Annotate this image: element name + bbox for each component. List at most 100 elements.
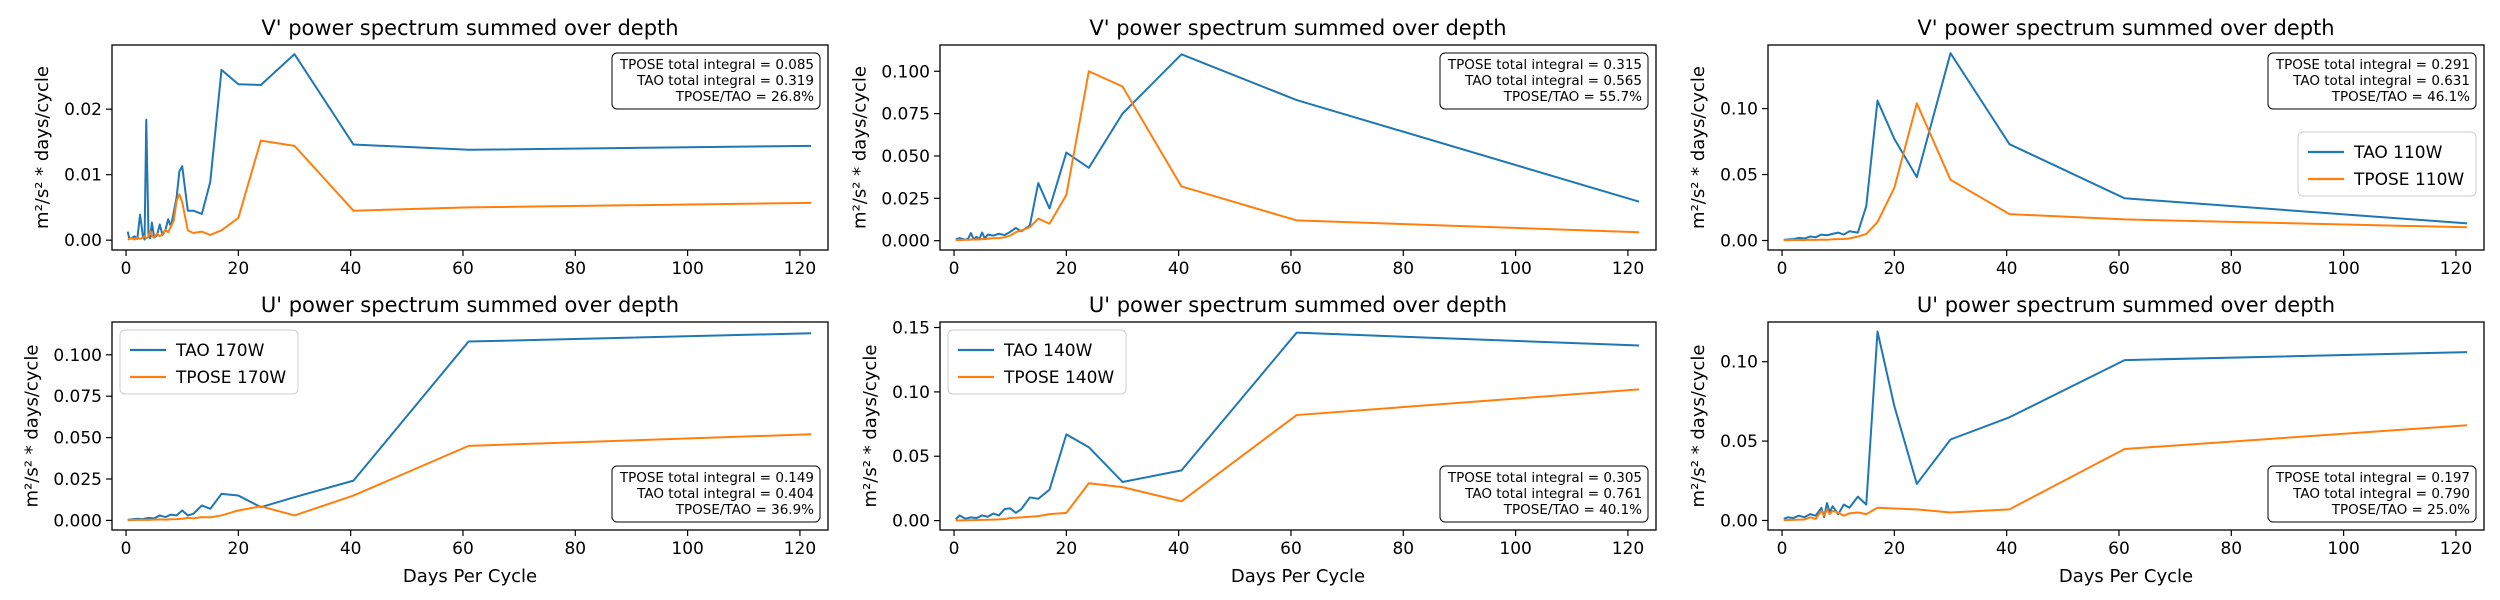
- x-tick-label: 100: [2327, 259, 2359, 279]
- plot-frame: [111, 321, 829, 531]
- series-line-tpose: [127, 433, 812, 522]
- x-tick-label: 80: [2220, 259, 2242, 279]
- chart-panel-5: U' power spectrum summed over depth 0 20 40…: [860, 293, 1657, 587]
- legend: TAO 140W TPOSE 140W: [947, 329, 1127, 395]
- plot-frame: [939, 44, 1657, 251]
- y-axis-label: m²/s² * days/cycle: [1688, 66, 1709, 229]
- x-tick-label: 0: [949, 539, 960, 559]
- y-tick-label: 0.100: [53, 346, 102, 366]
- y-tick-label: 0.050: [881, 147, 930, 167]
- chart-panel-2: V' power spectrum summed over depth 0 20 40…: [850, 16, 1657, 279]
- x-tick-label: 80: [1392, 259, 1414, 279]
- series-line-tpose: [1783, 424, 2468, 522]
- x-tick-label: 60: [452, 259, 474, 279]
- x-tick-label: 60: [452, 539, 474, 559]
- annotation-line: TAO total integral = 0.404: [636, 486, 814, 502]
- x-tick-label: 100: [671, 539, 703, 559]
- x-tick-label: 120: [784, 259, 816, 279]
- series-line-tpose: [955, 70, 1640, 242]
- annotation-line: TPOSE total integral = 0.315: [1447, 57, 1642, 73]
- y-tick-label: 0.025: [53, 470, 102, 490]
- y-tick-label: 0.000: [53, 511, 102, 531]
- x-tick-label: 0: [121, 539, 132, 559]
- chart-title: U' power spectrum summed over depth: [1917, 293, 2335, 317]
- y-tick-label: 0.15: [892, 319, 930, 339]
- x-tick-label: 120: [2440, 539, 2472, 559]
- x-tick-label: 100: [2327, 539, 2359, 559]
- annotation-line: TAO total integral = 0.631: [2292, 73, 2470, 89]
- x-tick-label: 20: [1884, 259, 1906, 279]
- plot-frame: [1767, 321, 2485, 531]
- y-tick-label: 0.075: [881, 105, 930, 125]
- x-tick-label: 0: [1777, 539, 1788, 559]
- y-axis-label: m²/s² * days/cycle: [850, 66, 871, 229]
- annotation-line: TPOSE total integral = 0.305: [1447, 470, 1642, 486]
- annotation-box: [1439, 465, 1649, 523]
- chart-title: V' power spectrum summed over depth: [1089, 16, 1506, 40]
- legend-label: TAO 140W: [1003, 341, 1093, 361]
- x-axis-label: Days Per Cycle: [403, 566, 537, 587]
- y-tick-label: 0.05: [892, 447, 930, 467]
- annotation-line: TPOSE total integral = 0.291: [2275, 57, 2470, 73]
- x-axis-label: Days Per Cycle: [2059, 566, 2193, 587]
- y-tick-label: 0.05: [1720, 166, 1758, 186]
- plot-frame: [111, 44, 829, 251]
- annotation-line: TPOSE/TAO = 40.1%: [1503, 502, 1642, 518]
- annotation-line: TAO total integral = 0.565: [1464, 73, 1642, 89]
- x-tick-label: 20: [1056, 259, 1078, 279]
- legend-label: TPOSE 170W: [175, 368, 286, 388]
- y-axis-label: m²/s² * days/cycle: [1688, 345, 1709, 508]
- annotation-line: TAO total integral = 0.319: [636, 73, 814, 89]
- x-tick-label: 20: [1884, 539, 1906, 559]
- annotation-line: TPOSE total integral = 0.085: [619, 57, 814, 73]
- chart-panel-4: U' power spectrum summed over depth 0 20 40…: [22, 293, 829, 587]
- x-tick-label: 0: [1777, 259, 1788, 279]
- y-tick-label: 0.025: [881, 189, 930, 209]
- x-tick-label: 80: [1392, 539, 1414, 559]
- y-tick-label: 0.10: [892, 383, 930, 403]
- y-axis-label: m²/s² * days/cycle: [860, 345, 881, 508]
- x-tick-label: 80: [564, 259, 586, 279]
- plot-frame: [1767, 44, 2485, 251]
- x-tick-label: 120: [784, 539, 816, 559]
- annotation-line: TPOSE total integral = 0.197: [2275, 470, 2470, 486]
- y-tick-label: 0.00: [64, 231, 102, 251]
- x-tick-label: 100: [1499, 259, 1531, 279]
- chart-panel-1: V' power spectrum summed over depth 0 20 40…: [32, 16, 829, 279]
- x-tick-label: 120: [2440, 259, 2472, 279]
- annotation-line: TAO total integral = 0.761: [1464, 486, 1642, 502]
- x-tick-label: 80: [2220, 539, 2242, 559]
- annotation-box: [611, 52, 821, 110]
- series-line-tpose: [1783, 102, 2468, 242]
- y-axis-label: m²/s² * days/cycle: [32, 66, 53, 229]
- annotation-line: TAO total integral = 0.790: [2292, 486, 2470, 502]
- annotation-box: [611, 465, 821, 523]
- x-tick-label: 60: [1280, 539, 1302, 559]
- annotation-box: [1439, 52, 1649, 110]
- y-tick-label: 0.01: [64, 166, 102, 186]
- x-tick-label: 20: [228, 539, 250, 559]
- x-tick-label: 40: [1996, 539, 2018, 559]
- series-line-tpose: [127, 139, 812, 241]
- annotation-line: TPOSE/TAO = 55.7%: [1503, 89, 1642, 105]
- x-tick-label: 40: [1168, 259, 1190, 279]
- x-tick-label: 0: [949, 259, 960, 279]
- x-tick-label: 40: [340, 259, 362, 279]
- y-tick-label: 0.000: [881, 232, 930, 252]
- x-tick-label: 100: [1499, 539, 1531, 559]
- legend-label: TPOSE 140W: [1003, 368, 1114, 388]
- y-tick-label: 0.10: [1720, 100, 1758, 120]
- legend-label: TAO 110W: [2353, 143, 2443, 163]
- annotation-box: [2267, 465, 2477, 523]
- chart-panel-3: V' power spectrum summed over depth 0 20 40…: [1688, 16, 2485, 279]
- annotation-line: TPOSE total integral = 0.149: [619, 470, 814, 486]
- chart-title: V' power spectrum summed over depth: [261, 16, 678, 40]
- y-tick-label: 0.00: [1720, 232, 1758, 252]
- series-line-tpose: [955, 388, 1640, 522]
